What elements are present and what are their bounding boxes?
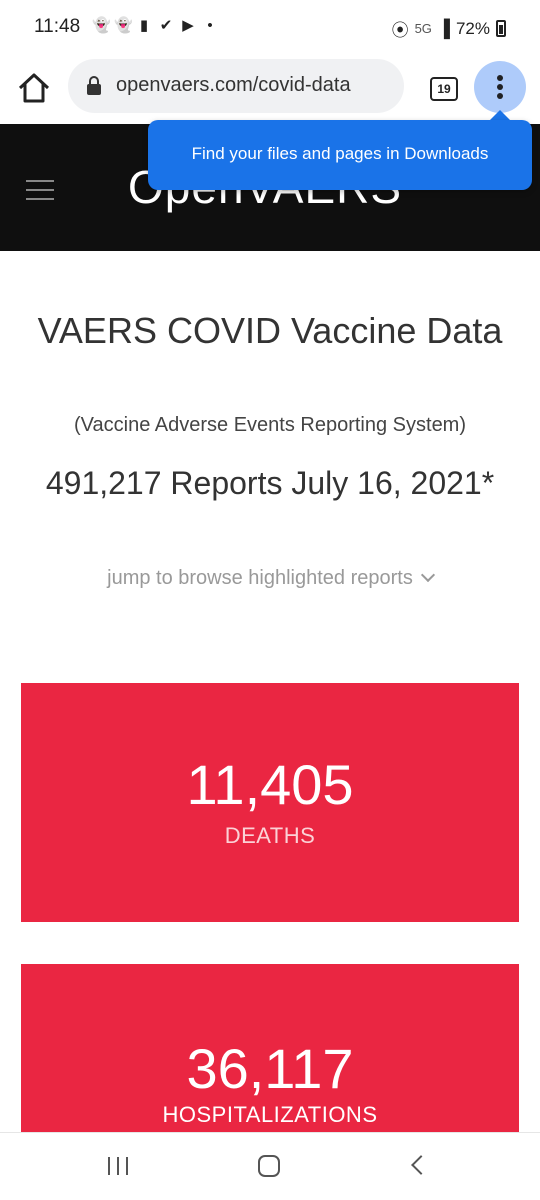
youtube-icon: ▶ <box>182 17 194 34</box>
page-subtitle: (Vaccine Adverse Events Reporting System… <box>73 414 467 436</box>
deaths-card: 11,405 DEATHS <box>21 683 519 922</box>
menu-button[interactable] <box>474 61 526 113</box>
page-title: VAERS COVID Vaccine Data <box>37 310 503 351</box>
url-text: openvaers.com/covid-data <box>116 74 351 96</box>
deaths-value: 11,405 <box>186 753 354 816</box>
back-icon[interactable] <box>411 1155 431 1175</box>
check-icon: ✔ <box>159 17 173 34</box>
more-vert-icon <box>497 84 503 90</box>
dot-icon: • <box>207 17 213 34</box>
app-icon: ▮ <box>139 17 149 34</box>
reports-count: 491,217 Reports July 16, 2021* <box>45 465 495 501</box>
notification-icons: 👻 👻 ▮ ✔ ▶ • <box>92 18 218 34</box>
hamburger-menu-icon[interactable] <box>26 180 54 200</box>
hospitalizations-value: 36,117 <box>186 1037 354 1100</box>
recent-apps-icon[interactable] <box>108 1157 130 1175</box>
wifi-icon: ⦿ <box>391 21 409 40</box>
home-icon[interactable] <box>16 70 52 106</box>
tooltip-arrow <box>489 110 511 121</box>
battery-icon <box>496 20 506 37</box>
jump-link[interactable]: jump to browse highlighted reports <box>20 567 520 590</box>
hospitalizations-label: HOSPITALIZATIONS <box>162 1102 378 1127</box>
network-type: 5G <box>414 21 432 36</box>
browser-toolbar: openvaers.com/covid-data 19 <box>0 50 540 124</box>
status-time: 11:48 <box>34 16 81 37</box>
hospitalizations-card: 36,117 HOSPITALIZATIONS <box>21 964 519 1144</box>
more-vert-icon <box>497 75 503 81</box>
lock-icon <box>87 76 101 95</box>
chevron-down-icon <box>420 567 435 583</box>
snapchat-icon: 👻 <box>92 17 111 34</box>
signal-icon: ▐ <box>437 18 450 38</box>
deaths-label: DEATHS <box>224 823 316 848</box>
system-nav-bar <box>0 1132 540 1200</box>
status-bar: 11:48 👻 👻 ▮ ✔ ▶ • ⦿ 5G ▐ 72% <box>0 0 540 50</box>
address-bar[interactable]: openvaers.com/covid-data <box>68 59 404 113</box>
tab-switcher-button[interactable]: 19 <box>430 77 458 101</box>
status-right: ⦿ 5G ▐ 72% <box>392 16 506 41</box>
downloads-tooltip[interactable]: Find your files and pages in Downloads <box>148 120 532 190</box>
tooltip-text: Find your files and pages in Downloads <box>191 144 489 163</box>
more-vert-icon <box>497 93 503 99</box>
battery-percent: 72% <box>455 18 490 38</box>
home-button-icon[interactable] <box>258 1155 280 1177</box>
snapchat-icon: 👻 <box>114 17 133 34</box>
jump-link-label: jump to browse highlighted reports <box>107 567 413 589</box>
